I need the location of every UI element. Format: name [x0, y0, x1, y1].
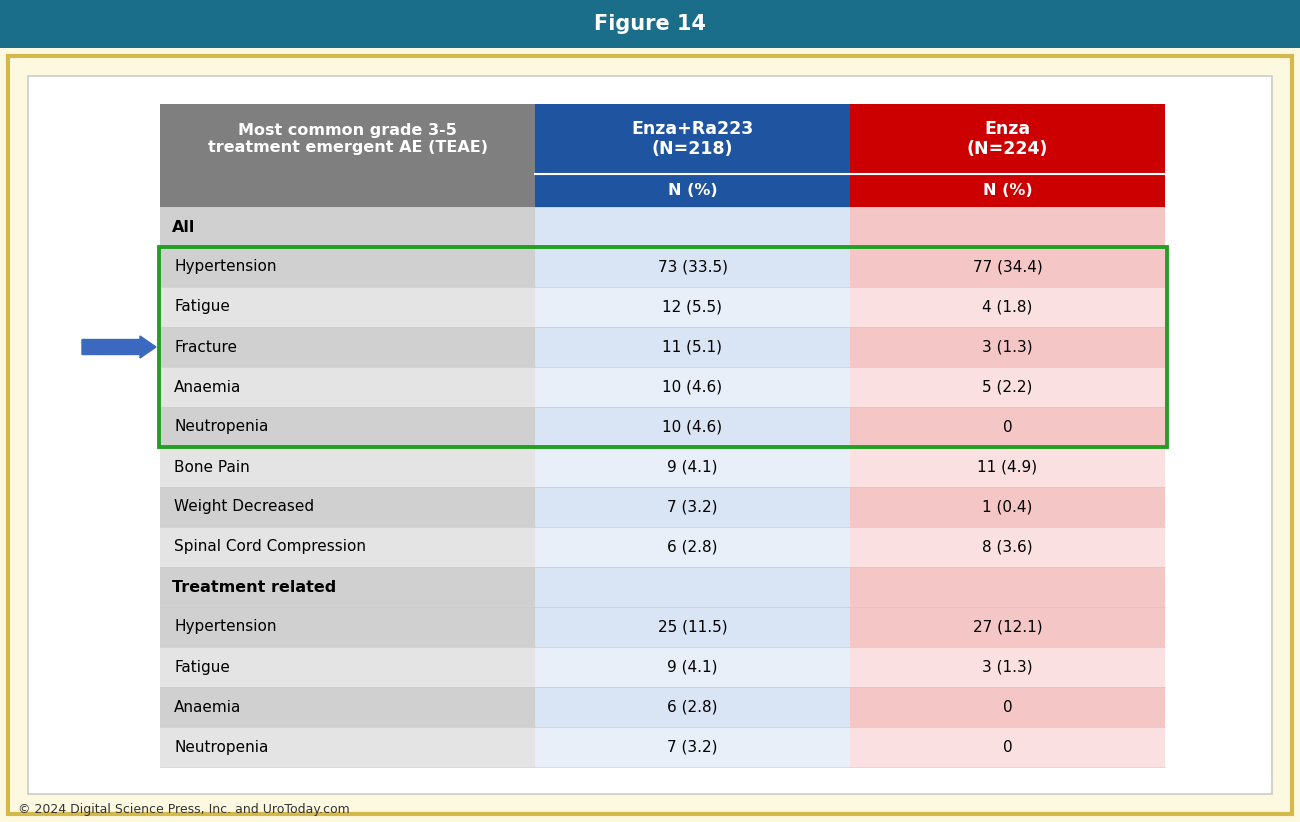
Bar: [850, 407, 1165, 447]
Text: Fatigue: Fatigue: [174, 659, 230, 675]
Text: 10 (4.6): 10 (4.6): [663, 419, 723, 435]
Text: 6 (2.8): 6 (2.8): [667, 539, 718, 555]
Bar: [850, 567, 1165, 607]
Text: Anaemia: Anaemia: [174, 380, 242, 395]
Bar: [536, 487, 850, 527]
Text: Hypertension: Hypertension: [174, 620, 277, 635]
Text: Figure 14: Figure 14: [594, 14, 706, 34]
Text: 3 (1.3): 3 (1.3): [983, 339, 1032, 354]
Bar: [160, 647, 536, 687]
Bar: [160, 407, 536, 447]
Bar: [160, 487, 536, 527]
Bar: [536, 447, 850, 487]
Text: Fracture: Fracture: [174, 339, 237, 354]
Text: Enza
(N=224): Enza (N=224): [967, 119, 1048, 159]
Bar: [160, 447, 536, 487]
Bar: [160, 327, 536, 367]
Text: Weight Decreased: Weight Decreased: [174, 500, 315, 515]
Text: Treatment related: Treatment related: [172, 580, 337, 594]
Bar: [160, 367, 536, 407]
Text: 11 (4.9): 11 (4.9): [978, 459, 1037, 474]
Bar: [160, 104, 536, 174]
Text: N (%): N (%): [668, 183, 718, 198]
Bar: [0, 0, 1300, 48]
Text: 7 (3.2): 7 (3.2): [667, 500, 718, 515]
Bar: [850, 367, 1165, 407]
Text: Hypertension: Hypertension: [174, 260, 277, 275]
Bar: [160, 287, 536, 327]
Text: 5 (2.2): 5 (2.2): [983, 380, 1032, 395]
Bar: [536, 407, 850, 447]
Bar: [536, 607, 850, 647]
Text: Bone Pain: Bone Pain: [174, 459, 250, 474]
Text: 73 (33.5): 73 (33.5): [658, 260, 728, 275]
Text: Spinal Cord Compression: Spinal Cord Compression: [174, 539, 367, 555]
Text: 7 (3.2): 7 (3.2): [667, 740, 718, 755]
Bar: [160, 727, 536, 767]
Text: 4 (1.8): 4 (1.8): [983, 299, 1032, 315]
Bar: [160, 247, 536, 287]
Text: 11 (5.1): 11 (5.1): [663, 339, 723, 354]
Text: Neutropenia: Neutropenia: [174, 740, 268, 755]
Text: 77 (34.4): 77 (34.4): [972, 260, 1043, 275]
Bar: [29, 76, 1271, 794]
Text: 3 (1.3): 3 (1.3): [983, 659, 1032, 675]
Bar: [536, 687, 850, 727]
Bar: [536, 727, 850, 767]
Text: Neutropenia: Neutropenia: [174, 419, 268, 435]
Text: 10 (4.6): 10 (4.6): [663, 380, 723, 395]
Bar: [160, 687, 536, 727]
Bar: [536, 174, 850, 207]
Bar: [160, 527, 536, 567]
Bar: [850, 487, 1165, 527]
Bar: [850, 527, 1165, 567]
Text: All: All: [172, 219, 195, 234]
Bar: [850, 174, 1165, 207]
Bar: [850, 727, 1165, 767]
Text: 9 (4.1): 9 (4.1): [667, 659, 718, 675]
Bar: [536, 367, 850, 407]
Text: © 2024 Digital Science Press, Inc. and UroToday.com: © 2024 Digital Science Press, Inc. and U…: [18, 802, 350, 815]
Bar: [850, 247, 1165, 287]
Text: 6 (2.8): 6 (2.8): [667, 700, 718, 714]
Bar: [536, 287, 850, 327]
Text: 0: 0: [1002, 700, 1013, 714]
Text: 0: 0: [1002, 419, 1013, 435]
Bar: [850, 447, 1165, 487]
Text: 1 (0.4): 1 (0.4): [983, 500, 1032, 515]
Bar: [536, 527, 850, 567]
Bar: [160, 567, 536, 607]
Text: 12 (5.5): 12 (5.5): [663, 299, 723, 315]
Bar: [536, 327, 850, 367]
Bar: [850, 687, 1165, 727]
Bar: [536, 207, 850, 247]
Bar: [536, 104, 850, 174]
Text: 9 (4.1): 9 (4.1): [667, 459, 718, 474]
Bar: [160, 607, 536, 647]
Text: 25 (11.5): 25 (11.5): [658, 620, 727, 635]
Bar: [159, 247, 1166, 447]
Bar: [536, 247, 850, 287]
Bar: [850, 104, 1165, 174]
Bar: [850, 607, 1165, 647]
Text: 0: 0: [1002, 740, 1013, 755]
Bar: [536, 647, 850, 687]
Text: Anaemia: Anaemia: [174, 700, 242, 714]
Text: Most common grade 3-5
treatment emergent AE (TEAE): Most common grade 3-5 treatment emergent…: [208, 122, 488, 155]
Text: 27 (12.1): 27 (12.1): [972, 620, 1043, 635]
Bar: [160, 174, 536, 207]
Text: N (%): N (%): [983, 183, 1032, 198]
Bar: [850, 647, 1165, 687]
Bar: [536, 567, 850, 607]
FancyArrow shape: [82, 336, 156, 358]
Text: 8 (3.6): 8 (3.6): [983, 539, 1032, 555]
Bar: [850, 327, 1165, 367]
Bar: [160, 207, 536, 247]
Bar: [850, 207, 1165, 247]
Bar: [850, 287, 1165, 327]
Text: Fatigue: Fatigue: [174, 299, 230, 315]
Text: Enza+Ra223
(N=218): Enza+Ra223 (N=218): [632, 119, 754, 159]
